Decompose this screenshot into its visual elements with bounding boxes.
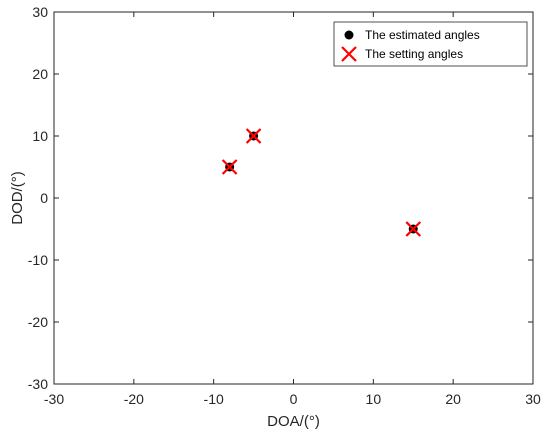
legend: The estimated angles The setting angles — [333, 21, 528, 67]
y-tick-label: 0 — [40, 190, 48, 206]
x-tick-label: -30 — [44, 391, 64, 407]
legend-marker-estimated — [344, 30, 354, 40]
x-axis-label: DOA/(°) — [267, 413, 320, 430]
y-tick-label: -10 — [28, 252, 48, 268]
legend-marker-setting — [341, 46, 357, 62]
axis-tick-labels: -30 -20 -10 0 10 20 30 -30 -20 -10 0 10 20 30 — [28, 4, 541, 407]
y-tick-label: -20 — [28, 314, 48, 330]
plot-frame — [53, 11, 534, 385]
x-tick-label: 10 — [366, 391, 382, 407]
y-tick-label: -30 — [28, 376, 48, 392]
x-tick-label: 20 — [445, 391, 461, 407]
legend-label-setting: The setting angles — [365, 47, 463, 61]
y-tick-label: 20 — [32, 66, 48, 82]
legend-label-estimated: The estimated angles — [365, 28, 480, 42]
x-tick-label: -10 — [204, 391, 224, 407]
setting-point — [245, 128, 262, 144]
y-axis-label: DOD/(°) — [9, 171, 26, 225]
setting-point — [221, 159, 238, 175]
y-tick-label: 10 — [32, 128, 48, 144]
x-tick-label: 0 — [290, 391, 298, 407]
data-marks — [221, 128, 422, 237]
y-tick-label: 30 — [32, 4, 48, 20]
x-tick-label: 30 — [525, 391, 541, 407]
legend-box — [333, 21, 528, 67]
setting-point — [405, 221, 422, 237]
plot-area — [54, 12, 533, 384]
x-tick-label: -20 — [124, 391, 144, 407]
